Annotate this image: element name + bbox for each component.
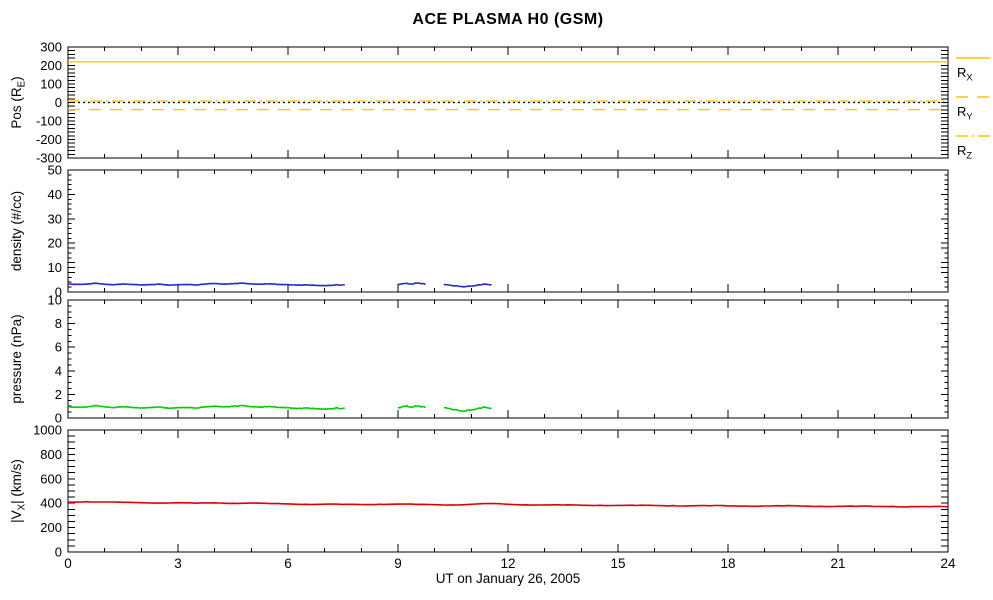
svg-text:600: 600 bbox=[40, 471, 62, 486]
svg-text:400: 400 bbox=[40, 496, 62, 511]
svg-text:30: 30 bbox=[48, 211, 62, 226]
svg-text:Pos (RE): Pos (RE) bbox=[9, 76, 28, 128]
series-proton-density-seg0 bbox=[67, 282, 345, 287]
svg-text:6: 6 bbox=[55, 340, 62, 355]
panel-density: 0 10 20 30 40 50 density (#/cc) bbox=[9, 163, 949, 300]
panel-position: -300 -200 -100 0 100 200 300 Pos (RE) RX RY RZ bbox=[9, 40, 990, 166]
svg-text:300: 300 bbox=[40, 40, 62, 55]
series-vx-magnitude-seg0 bbox=[68, 500, 949, 508]
svg-text:RX: RX bbox=[957, 65, 973, 83]
svg-text:9: 9 bbox=[394, 556, 402, 571]
svg-text:15: 15 bbox=[610, 556, 625, 571]
svg-text:pressure (nPa): pressure (nPa) bbox=[9, 314, 24, 403]
svg-text:10: 10 bbox=[48, 260, 62, 275]
series-flow-pressure-seg0 bbox=[67, 404, 345, 410]
series-flow-pressure-seg2 bbox=[443, 406, 492, 413]
chart-title: ACE PLASMA H0 (GSM) bbox=[412, 11, 604, 28]
svg-text:800: 800 bbox=[40, 447, 62, 462]
svg-text:10: 10 bbox=[48, 293, 62, 308]
svg-text:2: 2 bbox=[55, 387, 62, 402]
svg-text:200: 200 bbox=[40, 58, 62, 73]
svg-text:0: 0 bbox=[55, 285, 62, 300]
svg-text:50: 50 bbox=[48, 163, 62, 178]
svg-text:12: 12 bbox=[500, 556, 515, 571]
svg-text:density (#/cc): density (#/cc) bbox=[9, 191, 24, 271]
svg-text:RZ: RZ bbox=[957, 143, 972, 161]
svg-text:-200: -200 bbox=[36, 132, 62, 147]
series-proton-density-seg1 bbox=[397, 282, 426, 286]
svg-text:4: 4 bbox=[55, 363, 62, 378]
svg-text:18: 18 bbox=[720, 556, 735, 571]
panel-vx: 0 200 400 600 800 1000 |VX| (km/s) 0 3 6 9 12 15 18 21… bbox=[9, 423, 956, 572]
svg-text:RY: RY bbox=[957, 104, 973, 122]
svg-text:-100: -100 bbox=[36, 114, 62, 129]
svg-text:100: 100 bbox=[40, 77, 62, 92]
svg-text:20: 20 bbox=[48, 236, 62, 251]
svg-text:1000: 1000 bbox=[33, 423, 62, 438]
orbit-legend: RX RY RZ bbox=[956, 57, 990, 161]
svg-text:24: 24 bbox=[940, 556, 956, 571]
series-proton-density-seg2 bbox=[443, 283, 492, 288]
svg-text:40: 40 bbox=[48, 187, 62, 202]
svg-text:0: 0 bbox=[55, 411, 62, 426]
svg-text:0: 0 bbox=[55, 95, 62, 110]
svg-text:0: 0 bbox=[55, 545, 62, 560]
svg-text:0: 0 bbox=[64, 556, 72, 571]
svg-text:8: 8 bbox=[55, 316, 62, 331]
svg-text:21: 21 bbox=[830, 556, 845, 571]
svg-text:|VX| (km/s): |VX| (km/s) bbox=[9, 459, 28, 523]
xaxis-caption: UT on January 26, 2005 bbox=[435, 571, 581, 586]
series-flow-pressure-seg1 bbox=[397, 404, 426, 409]
panel-pressure: 0 2 4 6 8 10 pressure (nPa) bbox=[9, 293, 949, 426]
svg-text:-300: -300 bbox=[36, 151, 62, 166]
svg-text:6: 6 bbox=[284, 556, 292, 571]
svg-text:3: 3 bbox=[174, 556, 182, 571]
svg-text:200: 200 bbox=[40, 520, 62, 535]
